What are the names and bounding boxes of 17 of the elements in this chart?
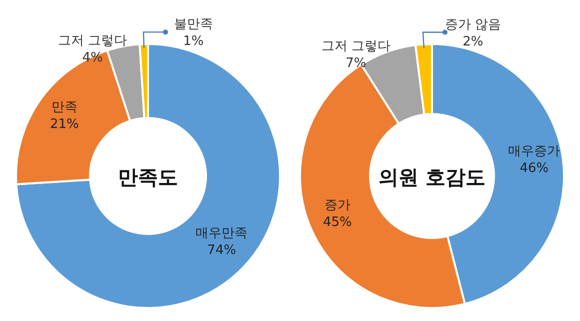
slice-label: 증가 — [324, 198, 350, 213]
slice-label: 매우만족 — [196, 226, 248, 242]
text: 의원 호감도 — [378, 165, 486, 189]
slice-label: 그저 그렇다 — [58, 33, 128, 48]
data-label: 7% — [346, 56, 366, 72]
slice-label: 증가 않음 — [444, 17, 502, 32]
data-label: 2% — [462, 34, 484, 50]
data-label: 21% — [50, 117, 79, 132]
slice-label: 불만족 — [174, 17, 213, 32]
data-label: 45% — [323, 214, 352, 230]
slice-label: 매우증가 — [508, 144, 560, 160]
slice-label: 만족 — [51, 100, 78, 116]
text: 만족도 — [118, 165, 178, 189]
data-label: 46% — [520, 161, 549, 176]
data-label: 74% — [207, 243, 236, 258]
slice-label: 그저 그렇다 — [321, 39, 390, 54]
data-label: 1% — [183, 34, 204, 50]
